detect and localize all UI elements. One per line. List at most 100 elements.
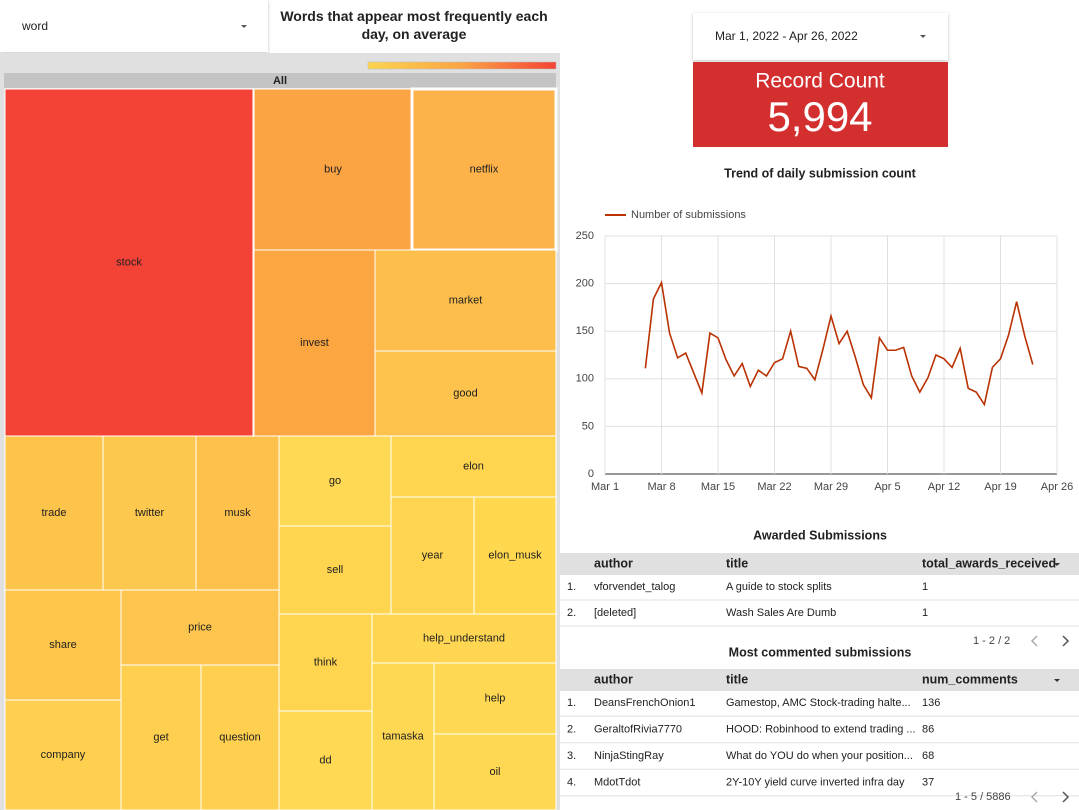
prev-page[interactable] xyxy=(1030,635,1038,647)
treemap-cell[interactable] xyxy=(4,699,122,810)
table-cell: 2. xyxy=(567,723,576,735)
sort-icon xyxy=(1054,563,1060,566)
treemap-cell[interactable] xyxy=(371,662,435,810)
treemap-cell[interactable] xyxy=(374,350,557,437)
table-cell: DeansFrenchOnion1 xyxy=(594,697,696,709)
table-cell: What do YOU do when your position... xyxy=(726,750,913,762)
filter-label: word xyxy=(21,19,48,33)
pagination: 1 - 5 / 5886 xyxy=(955,791,1011,803)
treemap-label: netflix xyxy=(470,163,499,175)
date-range-label: Mar 1, 2022 - Apr 26, 2022 xyxy=(715,29,858,43)
treemap-label: think xyxy=(314,656,338,668)
table-cell: 2Y-10Y yield curve inverted infra day xyxy=(726,776,905,788)
table-cell: 2. xyxy=(567,607,576,619)
treemap-label: help xyxy=(485,692,506,704)
table-cell: NinjaStingRay xyxy=(594,750,664,762)
x-tick-label: Mar 29 xyxy=(814,481,848,493)
treemap-cell[interactable] xyxy=(390,496,475,615)
treemap-cell[interactable] xyxy=(120,589,280,666)
chart-title: Trend of daily submission count xyxy=(724,166,917,180)
treemap-cell[interactable] xyxy=(473,496,557,615)
table-cell: 86 xyxy=(922,723,934,735)
treemap-label: elon_musk xyxy=(488,549,542,561)
treemap-label: tamaska xyxy=(382,730,424,742)
treemap-label: dd xyxy=(319,754,331,766)
table-cell: 4. xyxy=(567,776,576,788)
dropdown-icon xyxy=(241,25,247,28)
treemap-title: Words that appear most frequently each d… xyxy=(280,8,548,42)
table-header xyxy=(560,553,1079,575)
treemap-label: invest xyxy=(300,337,329,349)
column-header: title xyxy=(726,672,748,686)
treemap-root-label: All xyxy=(273,75,287,87)
table-cell: GeraltofRivia7770 xyxy=(594,723,682,735)
column-header: total_awards_received xyxy=(922,556,1056,570)
y-tick-label: 250 xyxy=(576,230,594,242)
next-page[interactable] xyxy=(1062,791,1070,803)
treemap-cell[interactable] xyxy=(433,733,557,810)
line-series xyxy=(644,280,1034,407)
table-cell: 136 xyxy=(922,697,940,709)
treemap-cell[interactable] xyxy=(4,589,122,701)
color-legend xyxy=(367,61,557,70)
x-tick-label: Apr 12 xyxy=(928,481,960,493)
treemap-cell[interactable] xyxy=(253,249,376,437)
treemap-label: share xyxy=(49,639,77,651)
prev-page[interactable] xyxy=(1030,791,1038,803)
treemap-label: go xyxy=(329,475,341,487)
table-cell: Wash Sales Are Dumb xyxy=(726,607,836,619)
y-tick-label: 0 xyxy=(588,468,594,480)
scorecard-value: 5,994 xyxy=(767,93,872,140)
dropdown-icon xyxy=(920,35,926,38)
treemap-label: company xyxy=(41,749,86,761)
treemap-label: get xyxy=(153,731,168,743)
treemap-cell[interactable] xyxy=(278,525,392,615)
treemap-label: twitter xyxy=(135,507,165,519)
table-cell: 37 xyxy=(922,776,934,788)
treemap-label: musk xyxy=(224,507,251,519)
x-tick-label: Apr 19 xyxy=(984,481,1016,493)
scorecard-label: Record Count xyxy=(755,70,885,93)
treemap-cell[interactable] xyxy=(200,664,280,810)
legend-label: Number of submissions xyxy=(631,209,746,221)
table-cell: Gamestop, AMC Stock-trading halte... xyxy=(726,697,911,709)
treemap-cell[interactable] xyxy=(278,613,373,712)
y-tick-label: 150 xyxy=(576,325,594,337)
x-tick-label: Apr 26 xyxy=(1041,481,1073,493)
treemap-cell[interactable] xyxy=(390,435,557,498)
treemap-label: trade xyxy=(41,507,66,519)
treemap-label: good xyxy=(453,387,477,399)
date-range-control[interactable] xyxy=(693,13,948,60)
treemap-label: year xyxy=(422,549,444,561)
treemap-cell[interactable] xyxy=(253,88,413,251)
table-cell: A guide to stock splits xyxy=(726,581,832,593)
table-header xyxy=(560,669,1079,691)
treemap-label: elon xyxy=(463,460,484,472)
treemap-label: question xyxy=(219,731,261,743)
treemap-label: sell xyxy=(327,564,344,576)
column-header: author xyxy=(594,672,633,686)
treemap-label: oil xyxy=(489,766,500,778)
treemap-cell[interactable] xyxy=(102,435,197,591)
column-header: author xyxy=(594,556,633,570)
next-page[interactable] xyxy=(1062,635,1070,647)
table-cell: 68 xyxy=(922,750,934,762)
treemap-cell[interactable] xyxy=(371,613,557,664)
treemap-cell[interactable] xyxy=(278,710,373,810)
column-header: title xyxy=(726,556,748,570)
treemap-cell[interactable] xyxy=(433,662,557,735)
treemap-cell[interactable] xyxy=(278,435,392,527)
y-tick-label: 50 xyxy=(582,420,594,432)
table-cell: 1 xyxy=(922,581,928,593)
treemap-cell[interactable] xyxy=(4,88,254,437)
table-cell: 3. xyxy=(567,750,576,762)
filter-control[interactable] xyxy=(0,0,268,52)
table-cell: 1. xyxy=(567,697,576,709)
x-tick-label: Mar 8 xyxy=(647,481,675,493)
table-cell: [deleted] xyxy=(594,607,636,619)
treemap-cell[interactable] xyxy=(120,664,202,810)
treemap-label: buy xyxy=(324,163,342,175)
x-tick-label: Mar 22 xyxy=(757,481,791,493)
treemap-label: stock xyxy=(116,256,142,268)
